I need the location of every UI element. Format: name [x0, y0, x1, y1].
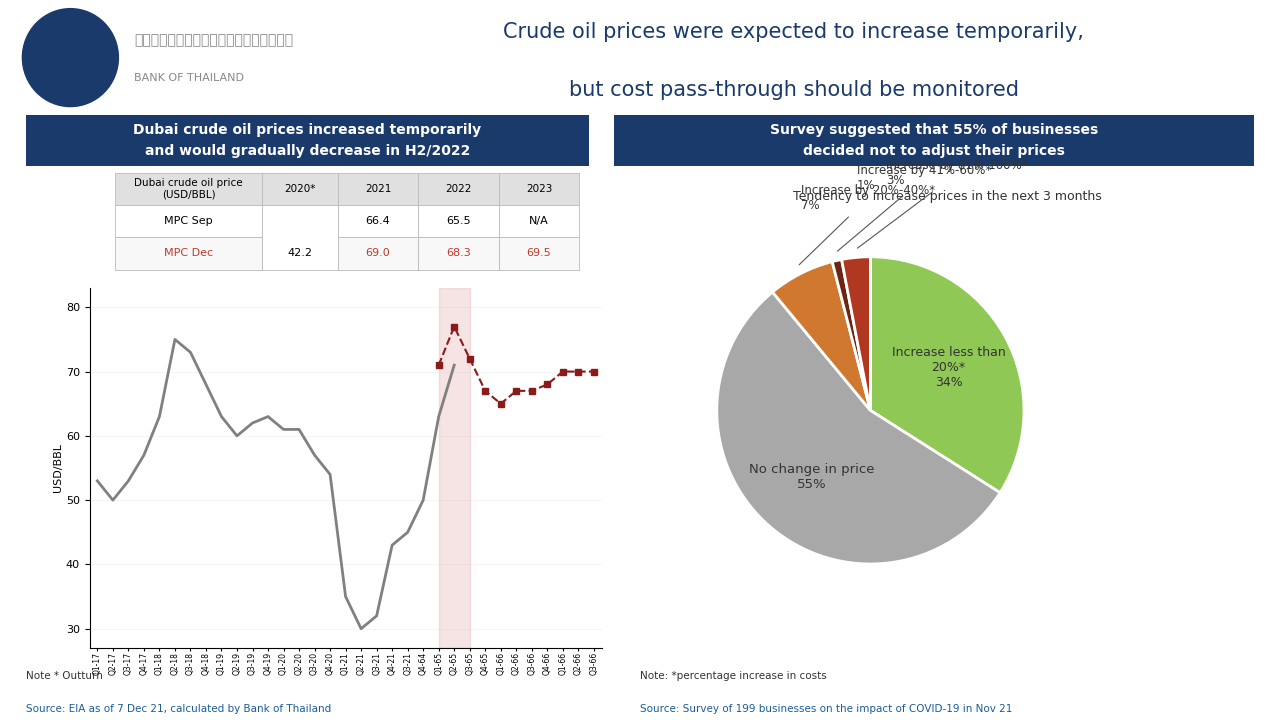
- Text: 68.3: 68.3: [447, 248, 471, 258]
- Bar: [499, 238, 580, 269]
- Bar: [419, 205, 499, 238]
- Text: MPC Sep: MPC Sep: [164, 216, 212, 226]
- Bar: [419, 238, 499, 269]
- Text: Survey suggested that 55% of businesses
decided not to adjust their prices: Survey suggested that 55% of businesses …: [771, 123, 1098, 158]
- Text: Source: Survey of 199 businesses on the impact of COVID-19 in Nov 21: Source: Survey of 199 businesses on the …: [640, 704, 1012, 714]
- Text: 69.0: 69.0: [366, 248, 390, 258]
- FancyBboxPatch shape: [614, 115, 1254, 166]
- Text: 2022: 2022: [445, 184, 472, 194]
- Text: N/A: N/A: [529, 216, 549, 226]
- Text: 2020*: 2020*: [284, 184, 316, 194]
- Bar: [338, 205, 419, 238]
- Wedge shape: [842, 257, 870, 410]
- Text: 2021: 2021: [365, 184, 392, 194]
- Text: 66.4: 66.4: [366, 216, 390, 226]
- Text: 65.5: 65.5: [447, 216, 471, 226]
- Text: 42.2: 42.2: [288, 248, 312, 258]
- Bar: [115, 238, 262, 269]
- Bar: [262, 205, 338, 269]
- Bar: [262, 173, 338, 205]
- Text: ธนาคารแห่งประเทศไทย: ธนาคารแห่งประเทศไทย: [134, 33, 293, 48]
- Text: 2023: 2023: [526, 184, 552, 194]
- Wedge shape: [832, 259, 870, 410]
- Text: Note * Outturn: Note * Outturn: [26, 671, 102, 681]
- Text: Increase by 20%-40%*
7%: Increase by 20%-40%* 7%: [799, 184, 934, 265]
- Text: No change in price
55%: No change in price 55%: [749, 463, 874, 491]
- Text: Tendency to increase prices in the next 3 months: Tendency to increase prices in the next …: [792, 190, 1102, 203]
- Y-axis label: USD/BBL: USD/BBL: [52, 444, 63, 492]
- Wedge shape: [773, 261, 870, 410]
- Bar: [115, 205, 262, 238]
- Text: BANK OF THAILAND: BANK OF THAILAND: [134, 73, 244, 84]
- Bar: [499, 205, 580, 238]
- Text: but cost pass-through should be monitored: but cost pass-through should be monitore…: [568, 80, 1019, 100]
- FancyBboxPatch shape: [26, 115, 589, 166]
- Text: Dubai crude oil price
(USD/BBL): Dubai crude oil price (USD/BBL): [134, 178, 243, 199]
- Bar: [499, 173, 580, 205]
- Bar: [419, 173, 499, 205]
- Bar: [338, 238, 419, 269]
- Text: Crude oil prices were expected to increase temporarily,: Crude oil prices were expected to increa…: [503, 22, 1084, 42]
- Wedge shape: [717, 292, 1000, 564]
- Wedge shape: [870, 257, 1024, 492]
- Text: Source: EIA as of 7 Dec 21, calculated by Bank of Thailand: Source: EIA as of 7 Dec 21, calculated b…: [26, 704, 330, 714]
- Text: Increase less than
20%*
34%: Increase less than 20%* 34%: [892, 346, 1005, 389]
- Text: MPC Dec: MPC Dec: [164, 248, 214, 258]
- Ellipse shape: [23, 9, 119, 107]
- Text: 69.5: 69.5: [526, 248, 552, 258]
- Bar: [115, 173, 262, 205]
- Text: Dubai crude oil prices increased temporarily
and would gradually decrease in H2/: Dubai crude oil prices increased tempora…: [133, 123, 481, 158]
- Bar: [338, 173, 419, 205]
- Text: Increase by 41%-60%*
1%: Increase by 41%-60%* 1%: [837, 164, 991, 251]
- Bar: [439, 288, 470, 648]
- Text: Note: *percentage increase in costs: Note: *percentage increase in costs: [640, 671, 827, 681]
- Text: Increase by 81%-100%*
3%: Increase by 81%-100%* 3%: [858, 159, 1028, 248]
